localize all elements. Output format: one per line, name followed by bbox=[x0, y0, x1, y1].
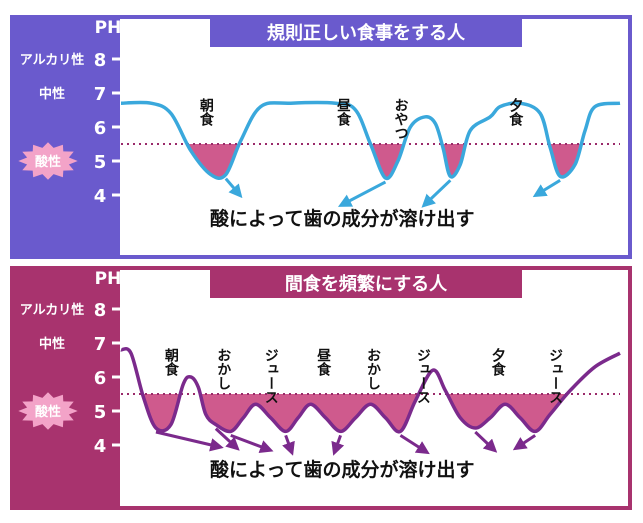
dissolution-arrow bbox=[282, 434, 295, 456]
dissolve-caption: 酸によって歯の成分が溶け出す bbox=[210, 458, 474, 481]
chart-title: 規則正しい食事をする人 bbox=[267, 22, 466, 44]
event-labels: 朝食 昼食 おやつ 夕食 bbox=[198, 97, 523, 140]
event-label: 昼食 bbox=[335, 98, 351, 127]
chart-title-bar bbox=[210, 268, 522, 298]
event-label: 夕食 bbox=[490, 347, 506, 377]
chart-title-bar bbox=[210, 17, 522, 47]
event-label: おかし bbox=[365, 348, 381, 390]
ph-level-label: 酸性 bbox=[35, 154, 61, 170]
ph-level-label: アルカリ性 bbox=[20, 302, 84, 318]
dissolution-arrow bbox=[474, 430, 498, 453]
ph-curve-line bbox=[120, 347, 621, 434]
dissolution-arrow bbox=[155, 430, 224, 452]
event-label: 昼食 bbox=[315, 348, 331, 377]
acid-zone-fill bbox=[121, 394, 620, 432]
y-tick-label: 8 bbox=[94, 50, 107, 71]
ph-axis-label: PH bbox=[95, 18, 122, 38]
y-tick-label: 7 bbox=[94, 84, 107, 105]
dissolution-arrow bbox=[224, 177, 243, 199]
ph-curve bbox=[120, 100, 621, 181]
ph-axis-label: PH bbox=[95, 269, 122, 289]
acid-fill-area bbox=[121, 394, 620, 432]
acid-badge-shape bbox=[18, 142, 78, 180]
event-labels: 朝食 おかし ジュース 昼食 おかし ジュース 夕食 ジュース bbox=[163, 347, 563, 404]
ph-curve-line bbox=[120, 100, 621, 181]
dissolution-arrow bbox=[214, 427, 240, 451]
ph-level-label: 中性 bbox=[39, 336, 65, 352]
y-tick-label: 8 bbox=[94, 300, 107, 321]
y-tick-label: 5 bbox=[94, 152, 107, 173]
ph-level-label: 中性 bbox=[39, 86, 65, 102]
y-ticks: 8 7 6 5 4 bbox=[94, 50, 122, 207]
acid-zone-fill bbox=[121, 144, 620, 179]
event-label: 朝食 bbox=[198, 97, 214, 127]
y-ticks: 8 7 6 5 4 bbox=[94, 300, 122, 457]
dissolution-arrow bbox=[421, 179, 452, 208]
y-tick-label: 4 bbox=[94, 436, 107, 457]
event-label: おやつ bbox=[392, 98, 408, 140]
acid-badge-shape bbox=[18, 392, 78, 430]
y-tick-label: 6 bbox=[94, 118, 107, 139]
y-tick-label: 7 bbox=[94, 334, 107, 355]
ph-level-label: アルカリ性 bbox=[20, 52, 84, 68]
acid-fill-area bbox=[121, 144, 620, 179]
dissolve-caption: 酸によって歯の成分が溶け出す bbox=[210, 207, 474, 230]
event-label: 朝食 bbox=[163, 347, 179, 377]
panel-left-band bbox=[12, 17, 120, 257]
chart-title: 間食を頻繁にする人 bbox=[285, 273, 448, 295]
y-tick-label: 4 bbox=[94, 186, 107, 207]
y-tick-label: 6 bbox=[94, 368, 107, 389]
acid-badge-star bbox=[18, 392, 78, 430]
ph-curve bbox=[120, 347, 621, 434]
dissolution-arrow bbox=[337, 180, 387, 207]
dissolution-arrow bbox=[399, 434, 430, 455]
y-tick-label: 5 bbox=[94, 402, 107, 423]
dissolution-arrows bbox=[155, 427, 537, 456]
acid-badge-star bbox=[18, 142, 78, 180]
ph-level-label: 酸性 bbox=[35, 404, 61, 420]
event-label: おかし bbox=[215, 348, 231, 390]
dissolution-arrow bbox=[512, 434, 537, 451]
dissolution-arrows bbox=[224, 177, 561, 208]
event-label: ジュース bbox=[547, 348, 563, 404]
dissolution-arrow bbox=[230, 433, 274, 454]
event-label: 夕食 bbox=[507, 97, 523, 127]
panel-left-band bbox=[12, 268, 120, 508]
event-label: ジュース bbox=[263, 348, 279, 404]
event-label: ジュース bbox=[415, 348, 431, 404]
dissolution-arrow bbox=[331, 434, 345, 456]
dissolution-arrow bbox=[532, 179, 561, 198]
